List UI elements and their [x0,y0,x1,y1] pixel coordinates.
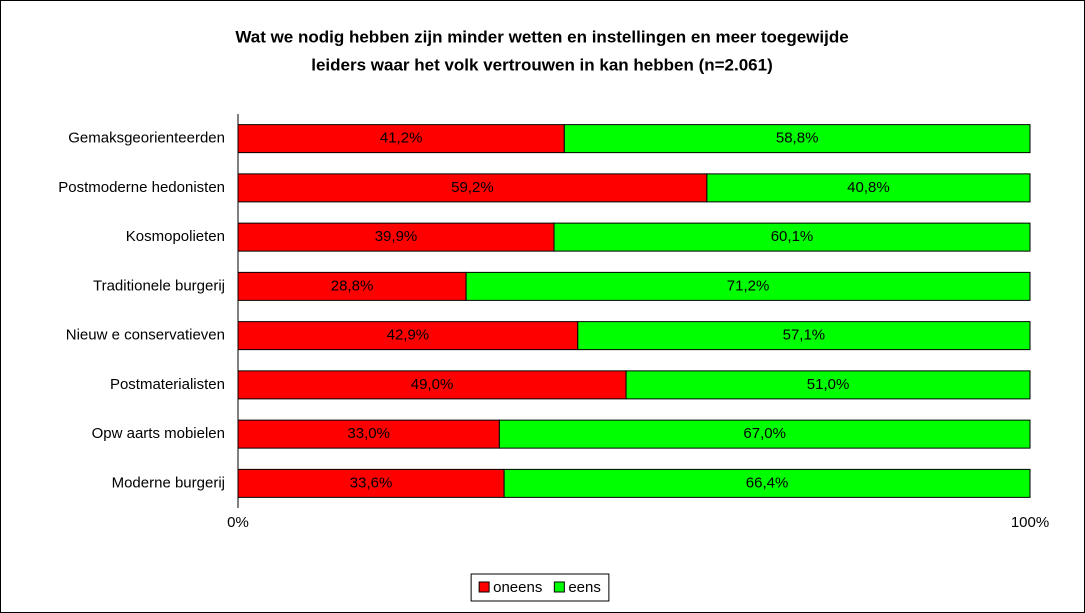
bar [237,419,500,449]
data-label: 58,8% [776,130,819,147]
y-tick-label: Gemaksgeorienteerden [68,130,225,147]
y-tick-label: Postmaterialisten [110,376,225,393]
data-label: 60,1% [771,228,814,245]
data-label: 40,8% [847,179,890,196]
chart-title: leiders waar het volk vertrouwen in kan … [311,55,773,74]
data-label: 66,4% [746,474,789,491]
chart-title: Wat we nodig hebben zijn minder wetten e… [235,27,848,46]
legend-swatch [553,581,565,593]
y-tick-label: Opw aarts mobielen [92,425,225,442]
bar [237,271,467,301]
data-label: 59,2% [451,179,494,196]
data-label: 51,0% [807,376,850,393]
y-tick-label: Nieuw e conservatieven [66,327,225,344]
data-label: 57,1% [783,327,826,344]
bar [237,124,565,154]
x-tick-label: 100% [1011,514,1049,531]
data-label: 42,9% [387,327,430,344]
data-label: 33,6% [350,474,393,491]
y-tick-label: Postmoderne hedonisten [58,179,225,196]
legend-label: eens [568,579,601,596]
data-label: 41,2% [380,130,423,147]
bar [577,321,1031,351]
legend-box [470,573,610,602]
data-label: 39,9% [375,228,418,245]
bar [503,468,1031,498]
data-label: 71,2% [727,277,770,294]
x-tick-label: 0% [227,514,249,531]
bar [237,173,708,203]
data-label: 33,0% [347,425,390,442]
bar [563,124,1031,154]
legend-swatch [478,581,490,593]
y-tick-label: Kosmopolieten [126,228,225,245]
y-tick-label: Traditionele burgerij [93,277,225,294]
bar [237,222,555,252]
bar [553,222,1031,252]
data-label: 49,0% [411,376,454,393]
bar [625,370,1031,400]
y-tick-label: Moderne burgerij [112,474,225,491]
bar [498,419,1031,449]
bar [706,173,1031,203]
data-label: 28,8% [331,277,374,294]
bar [465,271,1031,301]
legend-label: oneens [493,579,542,596]
data-label: 67,0% [743,425,786,442]
